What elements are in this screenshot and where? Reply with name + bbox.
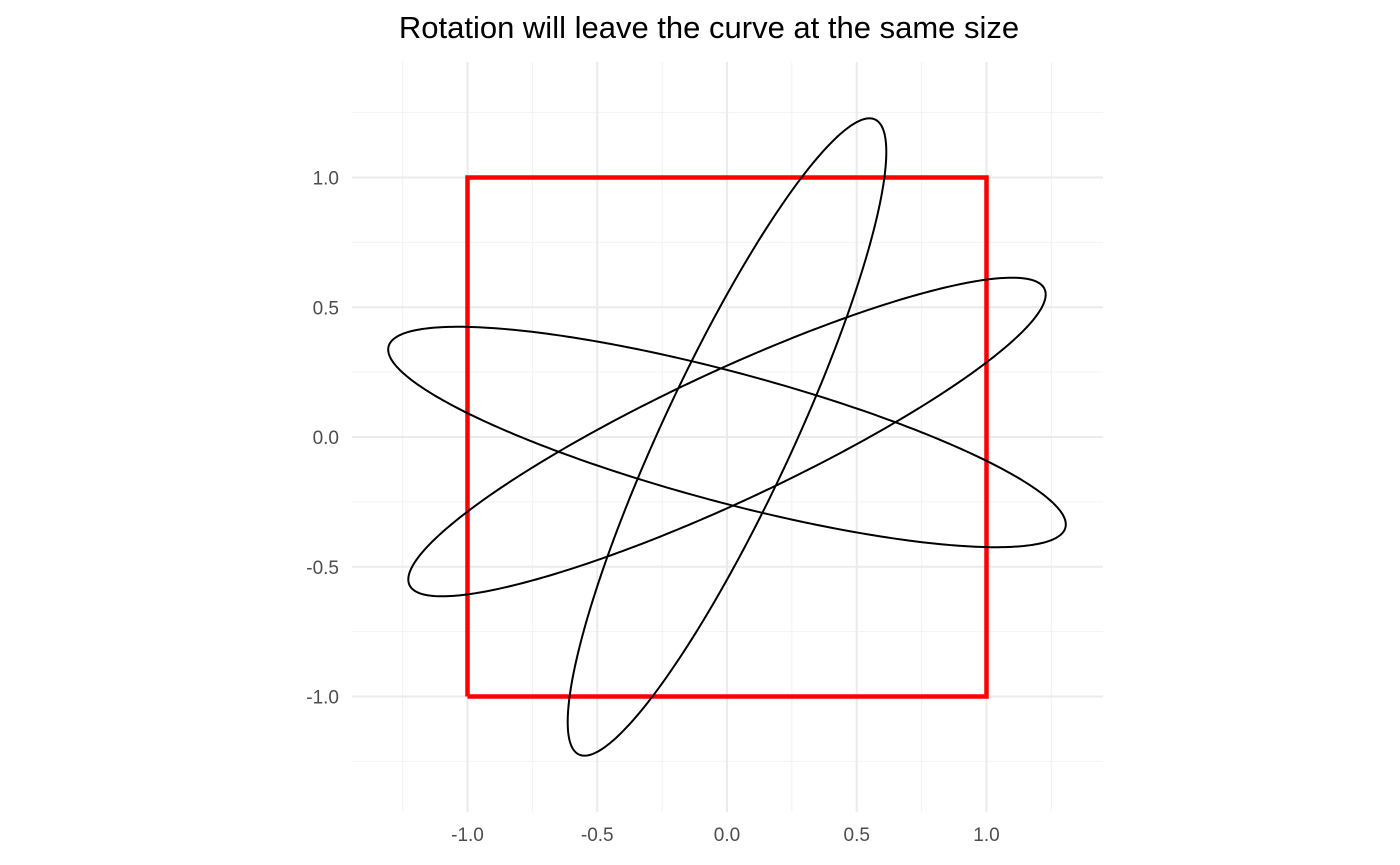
chart-title: Rotation will leave the curve at the sam…	[398, 10, 1020, 45]
ellipse-1	[407, 276, 1047, 598]
ellipse-2	[566, 117, 888, 757]
x-tick-label: -0.5	[581, 825, 614, 846]
x-axis-ticks: -1.0 -0.5 0.0 0.5 1.0	[451, 825, 1000, 846]
ellipse-group	[387, 117, 1067, 757]
x-tick-label: 1.0	[973, 825, 999, 846]
x-tick-label: -1.0	[451, 825, 484, 846]
y-tick-label: 0.5	[313, 298, 339, 319]
ellipse-0	[387, 325, 1067, 549]
grid-major	[352, 62, 1103, 812]
y-tick-label: 1.0	[313, 169, 339, 190]
y-tick-label: -0.5	[306, 558, 339, 579]
y-tick-label: 0.0	[313, 428, 339, 449]
y-axis-ticks: -1.0 -0.5 0.0 0.5 1.0	[306, 169, 339, 709]
unit-square	[465, 175, 989, 699]
y-tick-label: -1.0	[306, 688, 339, 709]
x-tick-label: 0.0	[714, 825, 740, 846]
red-square	[465, 175, 989, 699]
x-tick-label: 0.5	[844, 825, 870, 846]
